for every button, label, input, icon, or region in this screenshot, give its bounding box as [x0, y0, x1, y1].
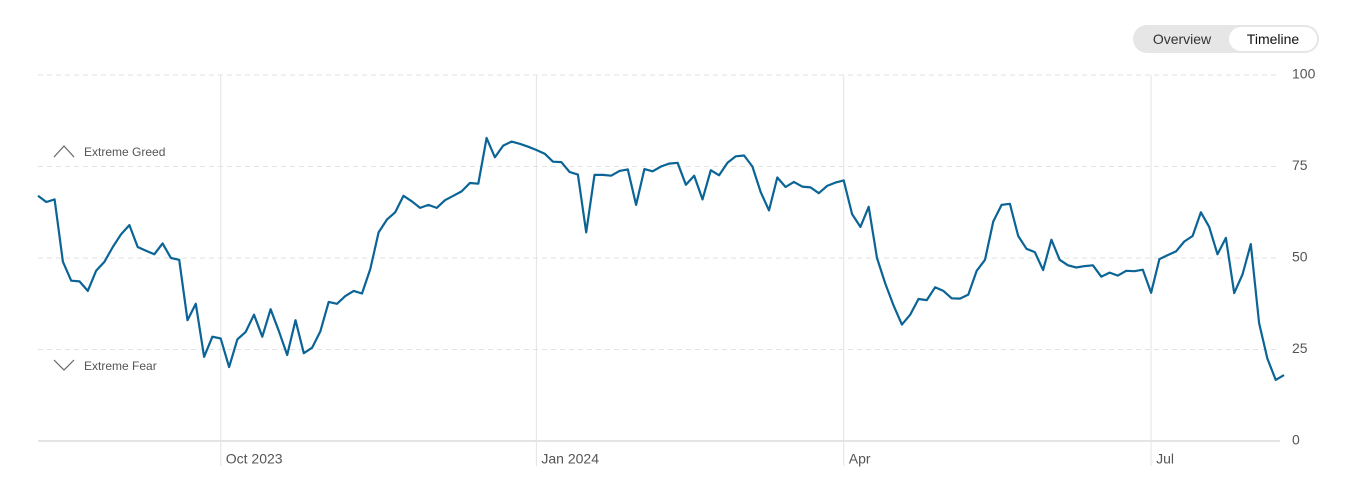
overview-button[interactable]: Overview	[1152, 31, 1212, 47]
y-tick-label: 75	[1292, 157, 1308, 173]
x-tick-label: Apr	[849, 451, 871, 467]
timeline-button[interactable]: Timeline	[1229, 27, 1317, 51]
fear-icon	[53, 359, 75, 371]
x-tick-label: Jul	[1156, 451, 1174, 467]
annotation: Extreme Greed	[84, 145, 165, 159]
y-tick-label: 50	[1292, 249, 1308, 265]
x-tick-label: Jan 2024	[541, 451, 599, 467]
annotation: Extreme Fear	[84, 359, 157, 373]
y-tick-label: 25	[1292, 340, 1308, 356]
y-tick-label: 100	[1292, 66, 1316, 82]
y-tick-label: 0	[1292, 432, 1300, 448]
x-tick-label: Oct 2023	[226, 451, 283, 467]
greed-icon	[53, 145, 75, 158]
view-toggle: Overview Timeline	[1133, 25, 1319, 53]
data-line	[37, 136, 1285, 381]
